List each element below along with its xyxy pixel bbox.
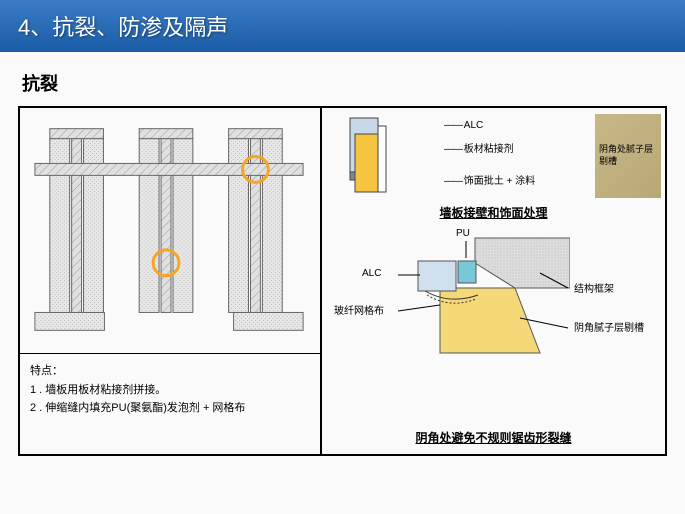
- notes-heading: 特点：: [30, 362, 310, 381]
- label-putty: 阴角腻子层剔槽: [574, 323, 644, 335]
- layer-detail-icon: [342, 114, 412, 196]
- page-header: 4、抗裂、防渗及隔声: [0, 0, 685, 52]
- note-1: 1 . 墙板用板材粘接剂拼接。: [30, 381, 310, 400]
- label-pu: PU: [456, 228, 470, 240]
- subtitle: 抗裂: [0, 52, 685, 106]
- label-frame: 结构框架: [574, 284, 614, 296]
- notes: 特点： 1 . 墙板用板材粘接剂拼接。 2 . 伸缩缝内填充PU(聚氨酯)发泡剂…: [20, 353, 320, 426]
- photo-label: 阴角处腻子层剔槽: [599, 144, 653, 166]
- left-panel: 特点： 1 . 墙板用板材粘接剂拼接。 2 . 伸缩缝内填充PU(聚氨酯)发泡剂…: [20, 108, 322, 454]
- note-2: 2 . 伸缩缝内填充PU(聚氨酯)发泡剂 + 网格布: [30, 399, 310, 418]
- label-mesh: 玻纤网格布: [334, 306, 384, 318]
- content-frame: 特点： 1 . 墙板用板材粘接剂拼接。 2 . 伸缩缝内填充PU(聚氨酯)发泡剂…: [18, 106, 667, 456]
- sec2-caption: 阴角处避免不规则锯齿形裂缝: [322, 429, 665, 446]
- header-title: 4、抗裂、防渗及隔声: [18, 15, 228, 40]
- wall-diagram: [20, 108, 320, 353]
- corner-detail-icon: [380, 233, 570, 363]
- label-alc: —— ALC: [444, 120, 483, 132]
- corner-photo: 阴角处腻子层剔槽: [595, 114, 661, 198]
- label-alc2: ALC: [362, 268, 381, 280]
- right-panel: —— ALC —— 板材粘接剂 —— 饰面批土 + 涂料 阴角处腻子层剔槽 墙板…: [322, 108, 665, 454]
- label-finish: —— 饰面批土 + 涂料: [444, 176, 535, 188]
- label-adhesive: —— 板材粘接剂: [444, 144, 514, 156]
- sec1-caption: 墙板接壁和饰面处理: [322, 204, 665, 221]
